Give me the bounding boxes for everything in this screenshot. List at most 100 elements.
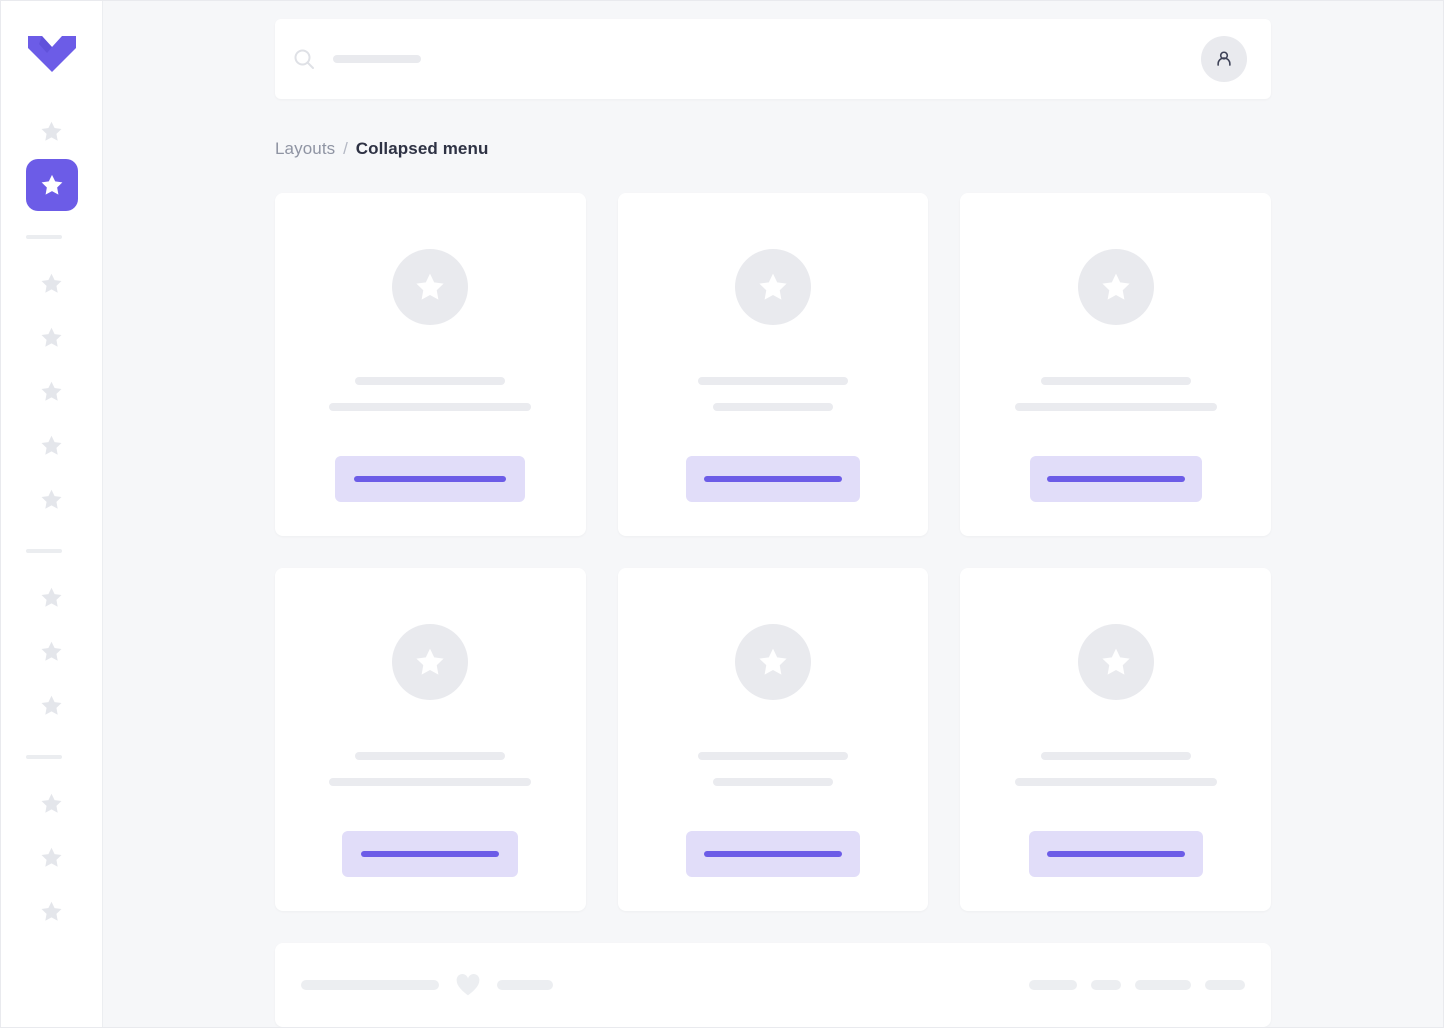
- sidebar-item-2-0[interactable]: [26, 571, 78, 623]
- breadcrumb-parent[interactable]: Layouts: [275, 139, 336, 158]
- card-action-button[interactable]: [335, 456, 526, 502]
- card-line-2: [712, 778, 833, 786]
- sidebar-item-2-1[interactable]: [26, 625, 78, 677]
- sidebar-item-3-1[interactable]: [26, 831, 78, 883]
- footer-left-group: [301, 973, 553, 997]
- star-icon: [41, 695, 62, 715]
- card-line-1: [355, 752, 506, 760]
- card-avatar: [392, 624, 469, 700]
- star-icon: [1102, 273, 1130, 300]
- breadcrumb-current: Collapsed menu: [355, 139, 489, 158]
- card-line-1: [355, 377, 506, 385]
- footer-right-pill-4: [1205, 980, 1245, 990]
- sidebar-group-1: [26, 257, 78, 527]
- main-content: Layouts / Collapsed menu: [103, 1, 1443, 1027]
- search-input[interactable]: [333, 55, 1201, 63]
- card-button-label-bar: [361, 851, 500, 857]
- card-avatar: [734, 249, 811, 325]
- sidebar-group-0: [25, 105, 78, 213]
- footer-left-pill-1: [301, 980, 439, 990]
- star-icon: [416, 273, 444, 300]
- breadcrumb-separator: /: [343, 139, 348, 158]
- sidebar-item-3-0[interactable]: [26, 777, 78, 829]
- avatar[interactable]: [1201, 36, 1247, 82]
- sidebar-group-2: [26, 571, 78, 733]
- sidebar-item-0-0[interactable]: [26, 105, 78, 157]
- card[interactable]: [960, 193, 1271, 536]
- sidebar-item-1-2[interactable]: [26, 365, 78, 417]
- card-avatar: [392, 249, 469, 325]
- sidebar-item-0-1[interactable]: [25, 159, 78, 211]
- search-icon[interactable]: [293, 48, 315, 70]
- star-icon: [759, 273, 787, 300]
- card-line-2: [1014, 403, 1217, 411]
- card-text-placeholders: [618, 377, 929, 411]
- sidebar-group-3: [26, 777, 78, 939]
- sidebar-item-2-2[interactable]: [26, 679, 78, 731]
- footer-right-pill-3: [1135, 980, 1191, 990]
- footer-bar: [275, 943, 1271, 1027]
- topbar: [275, 19, 1271, 99]
- card-action-button[interactable]: [1029, 456, 1202, 502]
- star-icon: [416, 648, 444, 675]
- star-icon: [41, 273, 62, 293]
- sidebar-nav-groups: [25, 105, 78, 939]
- star-icon: [1102, 648, 1130, 675]
- sidebar-item-1-0[interactable]: [26, 257, 78, 309]
- card-action-button[interactable]: [685, 831, 860, 877]
- star-icon: [41, 901, 62, 921]
- sidebar-divider: [25, 549, 62, 553]
- card-line-1: [1040, 752, 1191, 760]
- star-icon: [41, 121, 62, 141]
- card-text-placeholders: [618, 752, 929, 786]
- card-grid: [275, 193, 1271, 911]
- card-text-placeholders: [275, 377, 586, 411]
- card-button-label-bar: [703, 851, 842, 857]
- footer-right-group: [1029, 980, 1245, 990]
- card-button-label-bar: [1046, 476, 1185, 482]
- card-avatar: [734, 624, 811, 700]
- card-line-1: [697, 377, 848, 385]
- card-text-placeholders: [960, 752, 1271, 786]
- star-icon: [41, 793, 62, 813]
- footer-right-pill-1: [1029, 980, 1077, 990]
- star-icon: [41, 174, 62, 195]
- card-action-button[interactable]: [1028, 831, 1203, 877]
- card-button-label-bar: [354, 476, 507, 482]
- star-icon: [41, 327, 62, 347]
- card-avatar: [1077, 249, 1154, 325]
- card-action-button[interactable]: [685, 456, 860, 502]
- card-line-1: [1040, 377, 1191, 385]
- star-icon: [41, 489, 62, 509]
- sidebar: [1, 1, 103, 1027]
- card[interactable]: [275, 568, 586, 911]
- card[interactable]: [960, 568, 1271, 911]
- sidebar-item-3-2[interactable]: [26, 885, 78, 937]
- card[interactable]: [275, 193, 586, 536]
- sidebar-item-1-1[interactable]: [26, 311, 78, 363]
- sidebar-divider: [25, 235, 62, 239]
- card[interactable]: [617, 568, 929, 911]
- star-icon: [41, 381, 62, 401]
- card-line-1: [697, 752, 848, 760]
- card[interactable]: [617, 193, 929, 536]
- star-icon: [41, 587, 62, 607]
- user-icon: [1217, 51, 1231, 66]
- card-avatar: [1077, 624, 1154, 700]
- card-line-2: [329, 403, 532, 411]
- card-line-2: [712, 403, 833, 411]
- card-line-2: [329, 778, 532, 786]
- heart-icon[interactable]: [455, 973, 481, 997]
- sidebar-item-1-4[interactable]: [26, 473, 78, 525]
- card-line-2: [1014, 778, 1217, 786]
- card-action-button[interactable]: [342, 831, 519, 877]
- sidebar-divider: [25, 755, 62, 759]
- app-logo[interactable]: [26, 31, 78, 75]
- star-icon: [759, 648, 787, 675]
- search-placeholder-bar: [333, 55, 421, 63]
- sidebar-item-1-3[interactable]: [26, 419, 78, 471]
- card-button-label-bar: [1046, 851, 1185, 857]
- star-icon: [41, 435, 62, 455]
- star-icon: [41, 847, 62, 867]
